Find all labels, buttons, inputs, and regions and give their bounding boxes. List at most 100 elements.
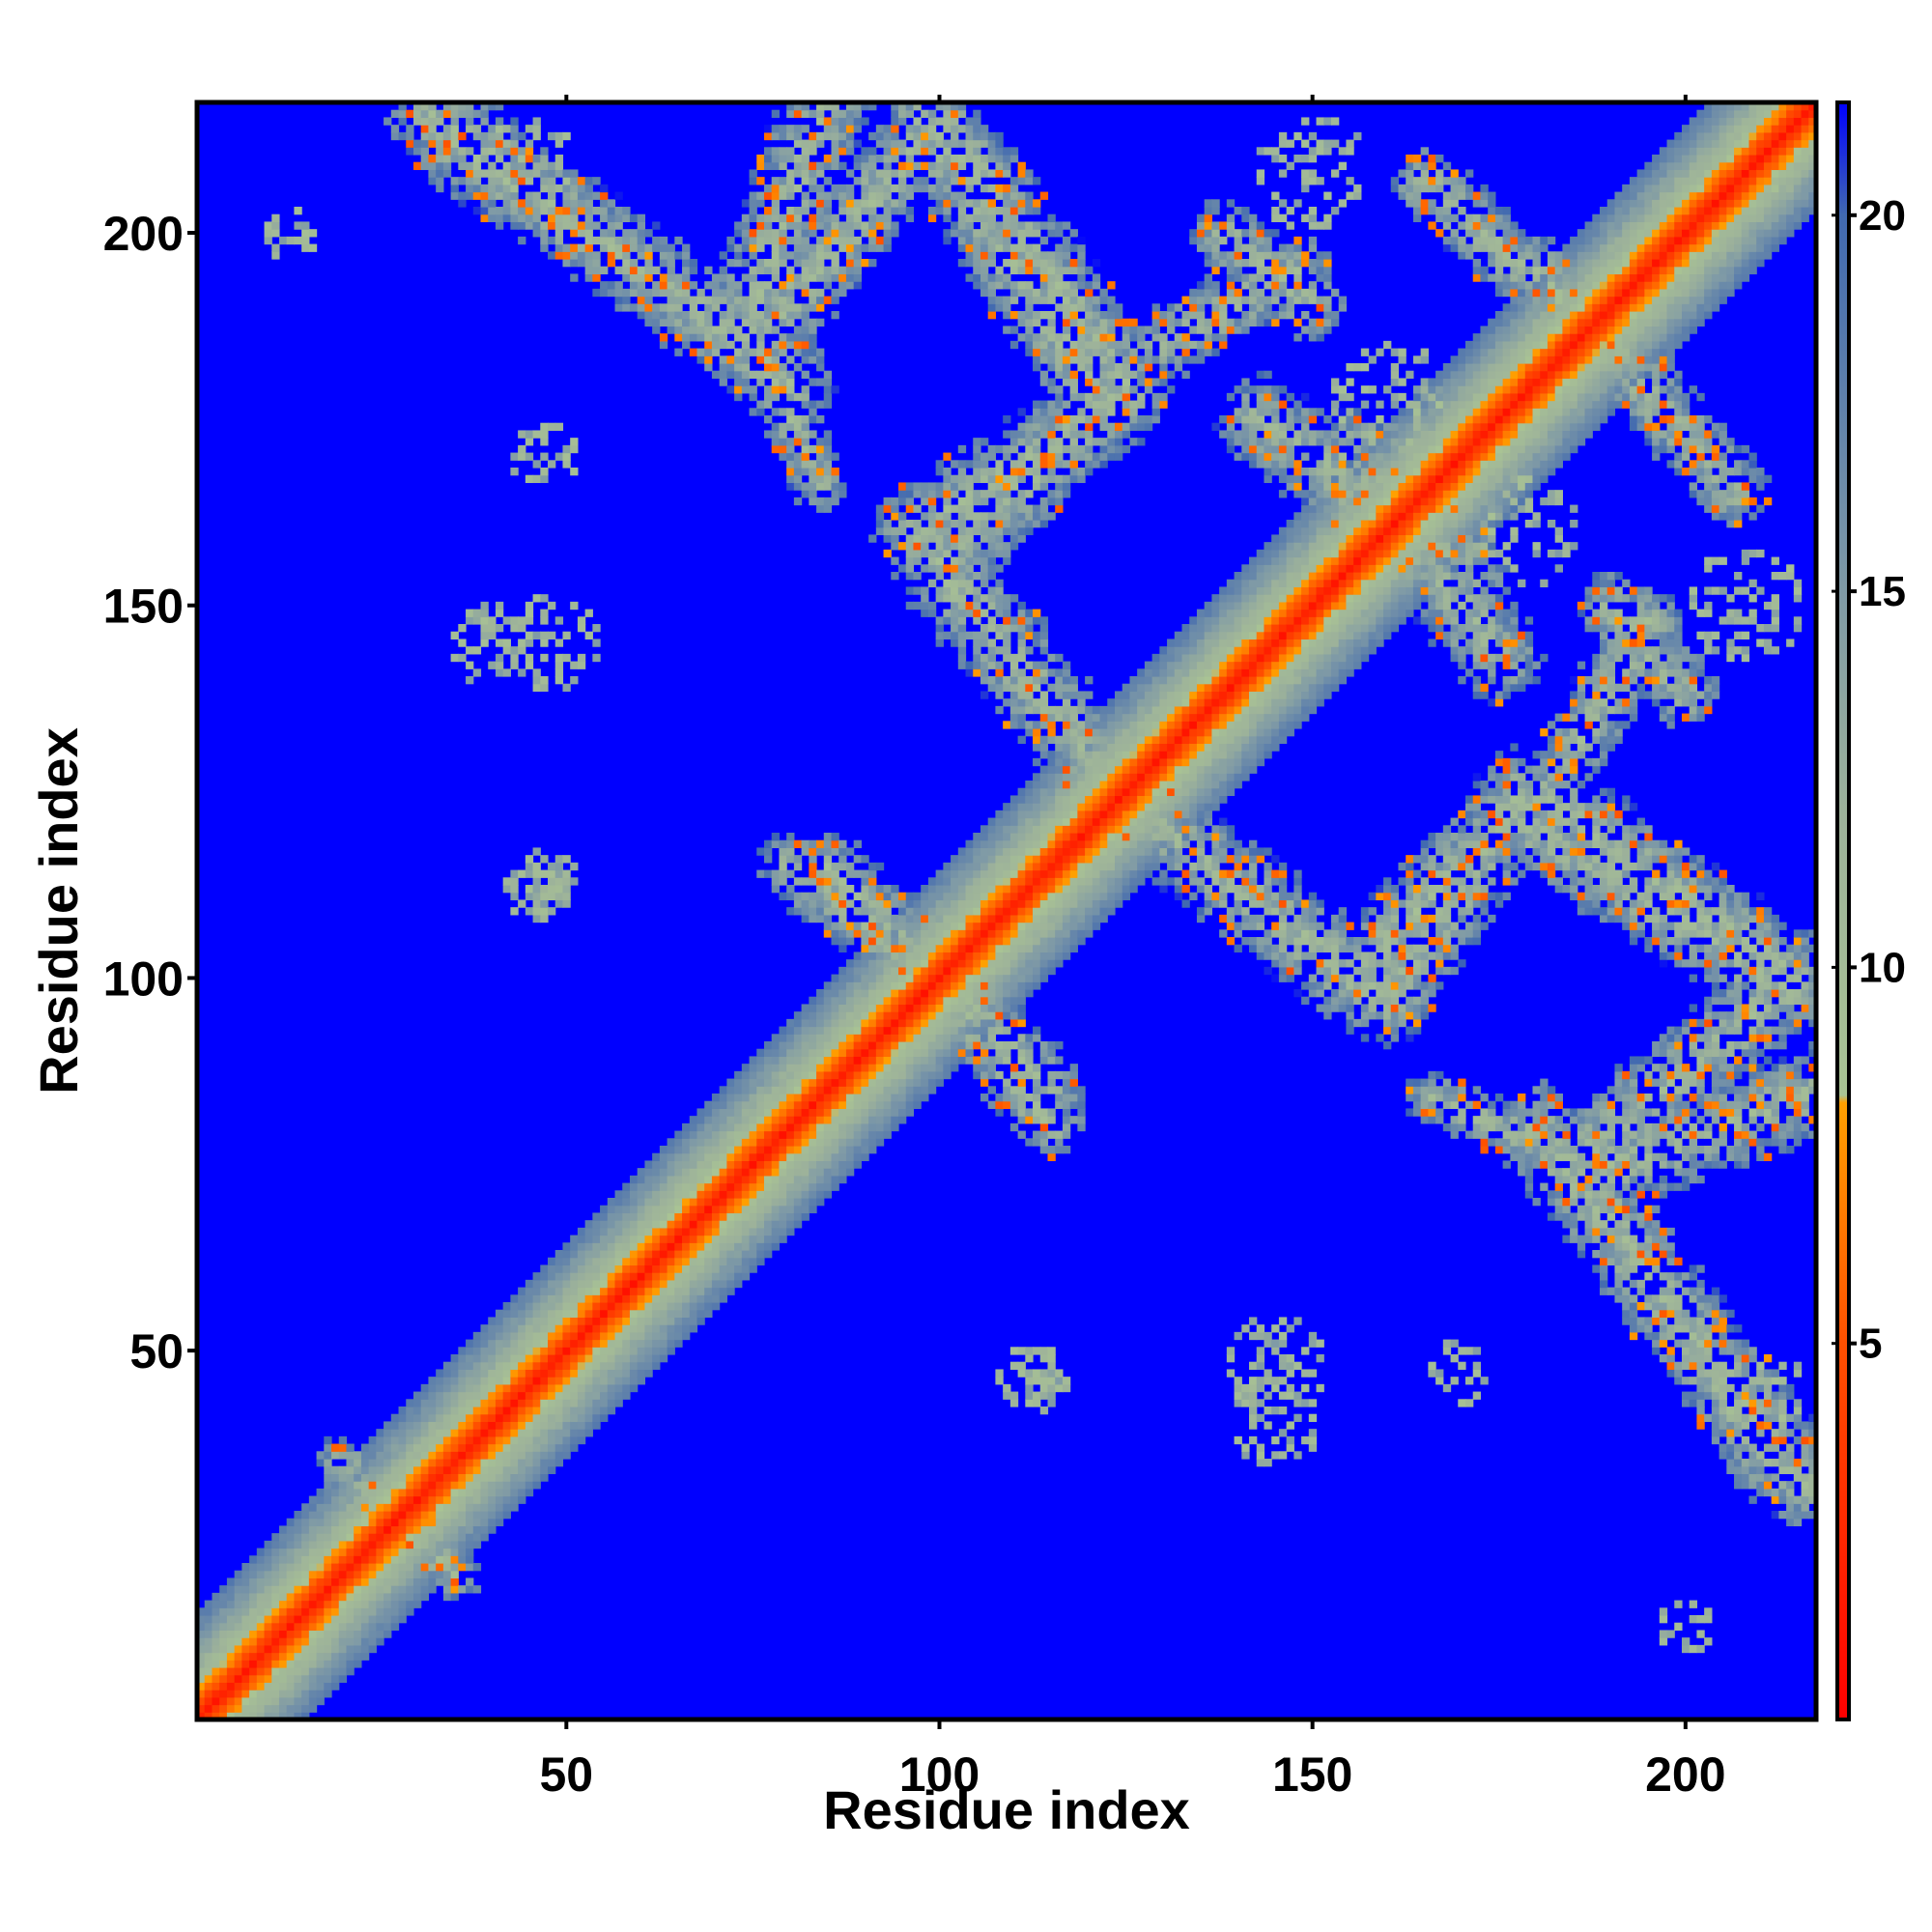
heatmap-cell [458, 1459, 467, 1467]
heatmap-cell [577, 1324, 586, 1333]
heatmap-cell [719, 1100, 727, 1110]
heatmap-cell [726, 296, 735, 304]
heatmap-cell [436, 131, 444, 141]
heatmap-cell [562, 199, 571, 208]
heatmap-cell [980, 1041, 989, 1050]
heatmap-cell [779, 191, 787, 200]
heatmap-cell [540, 914, 549, 923]
heatmap-cell [554, 1279, 564, 1289]
heatmap-cell [264, 1555, 272, 1564]
heatmap-cell [749, 213, 757, 223]
heatmap-cell [793, 207, 803, 215]
heatmap-cell [965, 147, 974, 156]
heatmap-cell [831, 1175, 839, 1184]
heatmap-cell [749, 385, 757, 394]
heatmap-cell [518, 1481, 526, 1490]
heatmap-cell [554, 1413, 564, 1423]
heatmap-cell [488, 1525, 497, 1534]
heatmap-cell [331, 1682, 340, 1690]
heatmap-cell [793, 1056, 803, 1065]
heatmap-cell [779, 303, 787, 312]
heatmap-cell [294, 1637, 302, 1646]
heatmap-cell [763, 1056, 773, 1065]
heatmap-cell [973, 1004, 981, 1012]
heatmap-cell [891, 512, 899, 521]
heatmap-cell [584, 251, 593, 260]
heatmap-cell [614, 1212, 623, 1221]
heatmap-cell [659, 1302, 668, 1311]
heatmap-cell [308, 1548, 318, 1556]
heatmap-cell [442, 1377, 452, 1385]
heatmap-cell [442, 1421, 452, 1430]
heatmap-cell [442, 1465, 452, 1475]
heatmap-cell [987, 639, 997, 647]
heatmap-cell [987, 989, 997, 998]
heatmap-cell [308, 1540, 318, 1549]
heatmap-cell [719, 1130, 727, 1139]
heatmap-cell [548, 1264, 556, 1273]
heatmap-cell [921, 981, 929, 990]
heatmap-cell [973, 556, 981, 565]
heatmap-cell [973, 199, 981, 208]
heatmap-cell [518, 1324, 526, 1333]
heatmap-cell [838, 273, 847, 282]
heatmap-cell [488, 147, 497, 156]
heatmap-cell [763, 1182, 773, 1191]
heatmap-cell [548, 169, 556, 178]
heatmap-cell [525, 1369, 534, 1378]
heatmap-cell [809, 184, 817, 193]
heatmap-cell [921, 1078, 929, 1087]
heatmap-cell [741, 378, 751, 386]
heatmap-cell [927, 989, 937, 998]
heatmap-cell [540, 1287, 549, 1295]
heatmap-cell [458, 1406, 467, 1415]
heatmap-cell [294, 1548, 302, 1556]
heatmap-cell [562, 855, 571, 864]
heatmap-cell [368, 1644, 377, 1654]
heatmap-cell [875, 914, 885, 923]
heatmap-cell [883, 1011, 892, 1020]
heatmap-cell [801, 155, 810, 163]
heatmap-cell [442, 1473, 452, 1482]
heatmap-cell [502, 616, 511, 625]
heatmap-cell [577, 207, 586, 215]
heatmap-cell [412, 1443, 422, 1452]
heatmap-cell [644, 1257, 653, 1266]
heatmap-cell [816, 207, 825, 215]
heatmap-cell [562, 1413, 571, 1423]
heatmap-cell [570, 1331, 579, 1341]
heatmap-cell [704, 281, 713, 290]
heatmap-cell [360, 1622, 370, 1632]
heatmap-cell [861, 1086, 869, 1094]
heatmap-cell [577, 199, 586, 208]
heatmap-cell [226, 1660, 236, 1668]
heatmap-cell [995, 892, 1004, 901]
heatmap-cell [472, 184, 482, 193]
heatmap-cell [891, 892, 899, 901]
heatmap-cell [532, 877, 541, 886]
heatmap-cell [600, 1369, 609, 1378]
heatmap-cell [384, 1511, 392, 1520]
heatmap-cell [951, 125, 959, 133]
heatmap-cell [779, 1130, 787, 1139]
heatmap-cell [458, 1503, 467, 1512]
heatmap-cell [898, 922, 907, 930]
heatmap-cell [584, 1294, 593, 1303]
heatmap-cell [980, 468, 989, 476]
heatmap-cell [838, 922, 847, 930]
heatmap-cell [689, 1220, 698, 1229]
heatmap-cell [346, 1667, 355, 1676]
heatmap-cell [495, 1488, 504, 1497]
heatmap-cell [749, 288, 757, 298]
heatmap-cell [554, 1443, 564, 1452]
heatmap-cell [987, 542, 997, 551]
heatmap-cell [801, 1034, 810, 1042]
heatmap-cell [838, 243, 847, 252]
heatmap-cell [682, 1190, 691, 1199]
heatmap-cell [793, 161, 803, 171]
heatmap-cell [891, 1064, 899, 1072]
heatmap-cell [921, 989, 929, 998]
heatmap-cell [204, 1667, 213, 1676]
heatmap-cell [771, 199, 781, 208]
heatmap-cell [376, 1503, 384, 1512]
